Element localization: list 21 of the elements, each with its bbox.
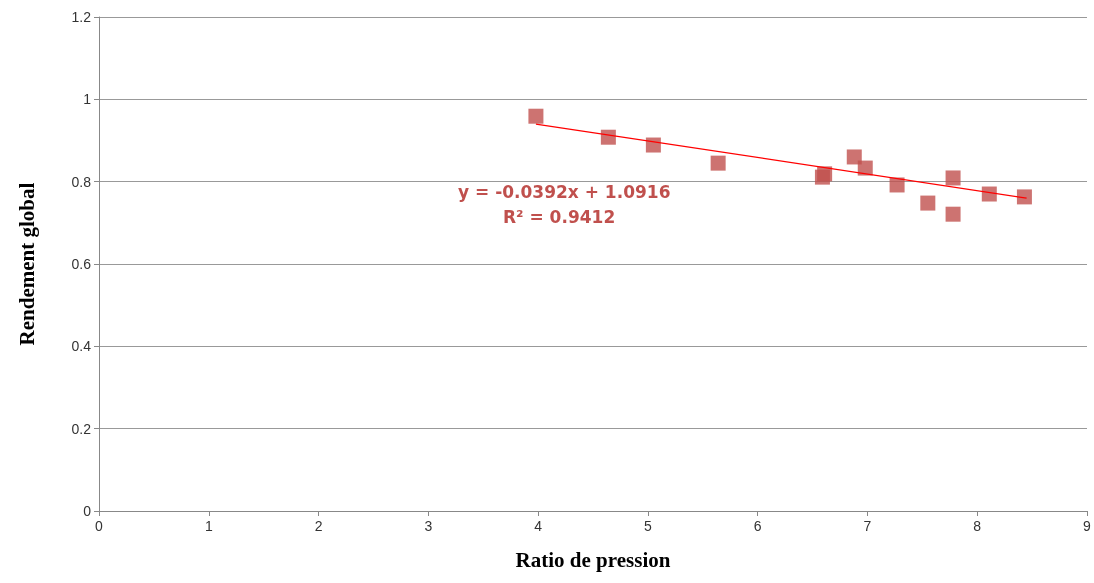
x-tick-label: 4 <box>534 518 543 534</box>
annotation: R² = 0.9412 <box>503 206 616 227</box>
x-tick-label: 0 <box>95 518 104 534</box>
y-tick-label: 0.2 <box>71 420 92 437</box>
annotation: y = -0.0392x + 1.0916 <box>458 181 671 202</box>
y-tick-label: 1.2 <box>71 9 92 25</box>
y-tick-label: 0.4 <box>71 338 92 355</box>
x-tick-label: 5 <box>643 518 652 534</box>
x-tick-label: 9 <box>1083 518 1092 534</box>
x-tick-label: 7 <box>863 518 872 534</box>
y-axis-title: Rendement global <box>14 182 39 346</box>
x-axis-title: Ratio de pression <box>515 547 671 572</box>
x-tick-label: 1 <box>204 518 213 534</box>
y-tick-label: 0 <box>83 503 92 519</box>
y-tick-label: 0.8 <box>71 173 92 190</box>
x-tick-label: 8 <box>973 518 982 534</box>
x-tick-label: 6 <box>753 518 762 534</box>
y-tick-label: 0.6 <box>71 256 92 272</box>
x-tick-label: 2 <box>314 518 323 534</box>
y-tick-label: 1 <box>83 91 92 108</box>
x-tick-label: 3 <box>424 518 433 534</box>
